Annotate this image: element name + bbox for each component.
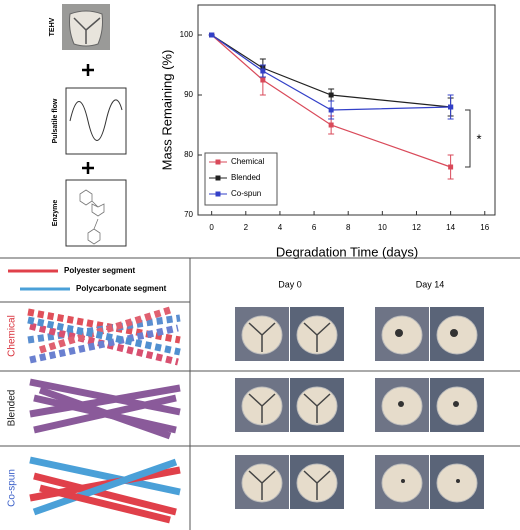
x-tick-label: 4 [278, 223, 283, 232]
point [260, 68, 266, 74]
fiber [27, 314, 181, 344]
valve [436, 463, 478, 503]
y-tick-label: 70 [184, 210, 193, 219]
legend-swatch [215, 175, 221, 181]
annotation: * [476, 131, 481, 146]
photos [235, 307, 484, 509]
valve-leaflet [248, 393, 276, 423]
valve-leaflet [303, 470, 331, 500]
fiber [29, 324, 179, 364]
panel-grid [0, 257, 520, 530]
schematic-label: TEHV [49, 17, 56, 36]
fiber [29, 378, 181, 416]
legend-label: Blended [231, 173, 260, 182]
plot-frame [197, 4, 496, 216]
valve-leaflet [248, 322, 276, 352]
legend-label: Co-spun [231, 189, 261, 198]
schematic-label: Pulsatile flow [52, 98, 59, 143]
y-tick-label: 100 [180, 30, 194, 39]
plus [82, 64, 94, 76]
x-tick-label: 6 [312, 223, 317, 232]
row-label: Chemical [7, 315, 18, 357]
series-line [211, 34, 451, 111]
line-chart: Mass Remaining (%) Degradation Time (day… [159, 4, 496, 259]
fiber [39, 484, 171, 524]
row-label: Blended [7, 390, 18, 427]
molecule [79, 189, 105, 245]
plus [82, 162, 94, 174]
y-tick-label: 90 [184, 90, 193, 99]
series-line [211, 34, 451, 108]
defect [401, 479, 405, 483]
point [448, 104, 454, 110]
valve-leaflet [73, 17, 101, 44]
y-axis-label: Mass Remaining (%) [159, 50, 174, 171]
sine-wave [69, 99, 123, 141]
point [328, 107, 334, 113]
schematic-label: Enzyme [52, 200, 59, 227]
fiber [27, 308, 181, 344]
defect [398, 401, 404, 407]
fiber [29, 322, 179, 366]
valve-leaflet [248, 470, 276, 500]
y-tick-label: 80 [184, 150, 193, 159]
significance-bracket [465, 109, 471, 168]
enzyme-box [65, 179, 127, 247]
series-line [211, 34, 451, 168]
point [209, 32, 215, 38]
fiber [27, 316, 181, 356]
x-tick-label: 2 [244, 223, 249, 232]
fiber [38, 306, 172, 354]
fiber [32, 458, 178, 516]
point [448, 164, 454, 170]
defect [450, 329, 458, 337]
valve [381, 463, 423, 503]
fiber-legend-label: Polycarbonate segment [76, 284, 167, 293]
x-tick-label: 14 [446, 223, 455, 232]
fibers-chemical [27, 306, 181, 366]
valve [69, 10, 103, 47]
fiber [29, 384, 181, 418]
x-tick-label: 16 [480, 223, 489, 232]
legend-swatch [215, 159, 221, 165]
x-axis-label: Degradation Time (days) [276, 244, 418, 259]
x-tick-label: 0 [209, 223, 214, 232]
flow-box [65, 87, 127, 155]
fiber [33, 472, 177, 516]
fibers-cospun [29, 456, 181, 524]
defect [456, 479, 460, 483]
column-header: Day 14 [416, 279, 445, 289]
defect [395, 329, 403, 337]
point [260, 77, 266, 83]
valve-leaflet [303, 393, 331, 423]
fiber [38, 386, 172, 440]
point [328, 122, 334, 128]
legend-swatch [215, 191, 221, 197]
fibers-blended [29, 378, 181, 440]
valve-leaflet [303, 322, 331, 352]
legend-label: Chemical [231, 157, 265, 166]
row-label: Co-spun [7, 469, 18, 507]
defect [453, 401, 459, 407]
point [328, 92, 334, 98]
x-tick-label: 10 [378, 223, 387, 232]
x-tick-label: 8 [346, 223, 351, 232]
fiber-legend-label: Polyester segment [64, 266, 135, 275]
fiber [29, 456, 181, 496]
column-header: Day 0 [278, 279, 302, 289]
x-tick-label: 12 [412, 223, 421, 232]
schematic: TEHV Pulsatile flow Enzyme [49, 4, 127, 247]
